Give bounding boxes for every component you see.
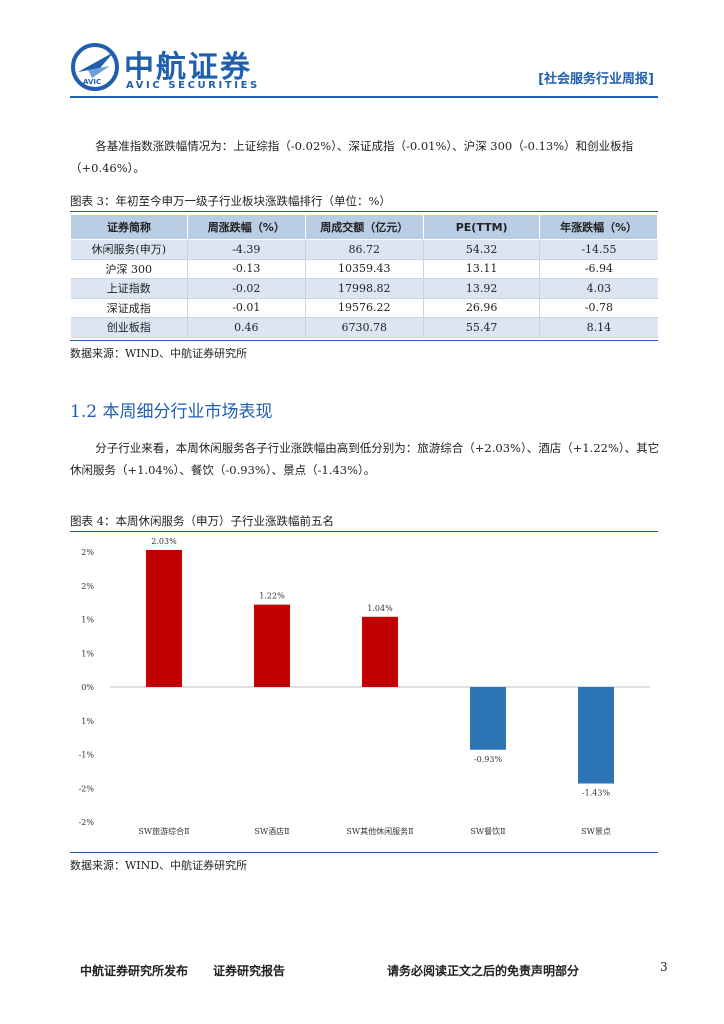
table-row: 休闲服务(申万) -4.39 86.72 54.32 -14.55 xyxy=(70,239,658,260)
bar xyxy=(470,687,506,750)
logo-english-name: AVIC SECURITIES xyxy=(126,80,260,91)
y-tick-label: 2% xyxy=(81,548,94,557)
company-logo: AVIC 中航证券 AVIC SECURITIES xyxy=(70,42,270,94)
table-row: 创业板指 0.46 6730.78 55.47 8.14 xyxy=(70,317,658,338)
footer-report-kind: 证券研究报告 xyxy=(213,964,286,978)
index-performance-paragraph: 各基准指数涨跌幅情况为：上证综指（-0.02%）、深证成指（-0.01%）、沪深… xyxy=(70,139,634,175)
y-tick-label: -1% xyxy=(79,751,95,760)
table-cell: 0.46 xyxy=(187,317,306,338)
table-source-note: 数据来源：WIND、中航证券研究所 xyxy=(70,347,248,360)
table-top-rule xyxy=(70,211,658,212)
logo-mark-text: AVIC xyxy=(83,78,101,86)
bar xyxy=(254,604,290,687)
table-cell: 19576.22 xyxy=(304,298,424,318)
table-cell: -6.94 xyxy=(539,259,658,279)
x-category-label: SW其他休闲服务Ⅱ xyxy=(346,826,413,836)
table-cell: 6730.78 xyxy=(304,317,424,338)
report-type-tag: [社会服务行业周报] xyxy=(538,72,654,87)
column-header: 周涨跌幅（%） xyxy=(187,214,306,240)
table-title: 图表 3：年初至今申万一级子行业板块涨跌幅排行（单位：%） xyxy=(70,194,391,208)
table-cell: 上证指数 xyxy=(70,278,188,299)
bar xyxy=(146,549,182,687)
table-cell: 休闲服务(申万) xyxy=(70,239,188,260)
table-row: 上证指数 -0.02 17998.82 13.92 4.03 xyxy=(70,278,658,299)
table-cell: 13.92 xyxy=(422,278,540,299)
bar-value-label: -0.93% xyxy=(474,755,503,764)
chart-source-note: 数据来源：WIND、中航证券研究所 xyxy=(70,859,248,872)
footer-publisher: 中航证券研究所发布 xyxy=(80,964,189,978)
x-category-label: SW餐饮Ⅱ xyxy=(470,826,505,836)
table-bottom-rule xyxy=(70,340,658,341)
column-header: 年涨跌幅（%） xyxy=(539,214,658,240)
table-cell: 86.72 xyxy=(304,239,424,260)
header-divider xyxy=(70,96,658,98)
page-header: AVIC 中航证券 AVIC SECURITIES [社会服务行业周报] xyxy=(0,0,724,100)
column-header: PE(TTM) xyxy=(422,214,541,240)
x-category-label: SW酒店Ⅱ xyxy=(254,826,289,836)
y-tick-label: 1% xyxy=(81,616,94,625)
subindustry-paragraph: 分子行业来看，本周休闲服务各子行业涨跌幅由高到低分别为：旅游综合（+2.03%）… xyxy=(70,441,660,477)
chart-title: 图表 4：本周休闲服务（申万）子行业涨跌幅前五名 xyxy=(70,514,334,528)
table-cell: -0.02 xyxy=(187,278,306,299)
table-cell: 54.32 xyxy=(422,239,540,260)
table-cell: 8.14 xyxy=(539,317,658,338)
y-tick-label: 0% xyxy=(81,683,94,692)
table-cell: -0.01 xyxy=(187,298,306,318)
table-cell: 10359.43 xyxy=(304,259,424,279)
table-header-row: 证券简称 周涨跌幅（%） 周成交额（亿元） PE(TTM) 年涨跌幅（%） xyxy=(69,214,658,240)
table-cell: 深证成指 xyxy=(70,298,188,318)
table-cell: -4.39 xyxy=(187,239,306,260)
subindustry-bar-chart: 2% 2% 1% 1% 0% 1% -1% -2% -2% 2.03% SW旅游综合Ⅱ 1.22% SW… xyxy=(79,537,650,836)
bar xyxy=(578,687,614,784)
table-cell: 26.96 xyxy=(422,298,540,318)
table-cell: -0.13 xyxy=(187,259,306,279)
table-cell: 创业板指 xyxy=(70,317,188,338)
bar-value-label: -1.43% xyxy=(582,789,611,798)
y-tick-label: -2% xyxy=(79,818,95,827)
bar-value-label: 1.22% xyxy=(259,592,285,601)
footer-disclaimer: 请务必阅读正文之后的免责声明部分 xyxy=(387,964,580,978)
table-row: 深证成指 -0.01 19576.22 26.96 -0.78 xyxy=(70,298,658,318)
y-tick-label: 1% xyxy=(81,649,94,658)
x-category-label: SW景点 xyxy=(581,827,611,836)
section-heading: 1.2 本周细分行业市场表现 xyxy=(70,402,273,422)
y-tick-label: 1% xyxy=(81,717,94,726)
table-cell: 沪深 300 xyxy=(70,259,188,279)
avic-logo-icon: AVIC xyxy=(71,43,119,91)
column-header: 周成交额（亿元） xyxy=(304,214,424,240)
index-performance-table: 证券简称 周涨跌幅（%） 周成交额（亿元） PE(TTM) 年涨跌幅（%） 休闲… xyxy=(69,214,658,338)
page-number: 3 xyxy=(660,960,668,974)
bar-value-label: 2.03% xyxy=(151,537,177,546)
table-cell: -0.78 xyxy=(539,298,658,318)
bar-value-label: 1.04% xyxy=(367,604,393,613)
table-cell: 13.11 xyxy=(422,259,540,279)
table-cell: -14.55 xyxy=(539,239,658,260)
table-row: 沪深 300 -0.13 10359.43 13.11 -6.94 xyxy=(70,259,658,279)
x-category-label: SW旅游综合Ⅱ xyxy=(138,826,189,836)
chart-top-rule xyxy=(70,531,658,532)
chart-bottom-rule xyxy=(70,852,658,853)
bar xyxy=(362,616,398,687)
y-tick-label: 2% xyxy=(81,582,94,591)
table-cell: 17998.82 xyxy=(304,278,424,299)
logo-chinese-name: 中航证券 xyxy=(124,50,252,85)
table-cell: 4.03 xyxy=(539,278,658,299)
column-header: 证券简称 xyxy=(69,214,189,240)
table-cell: 55.47 xyxy=(422,317,540,338)
y-tick-label: -2% xyxy=(79,784,95,793)
